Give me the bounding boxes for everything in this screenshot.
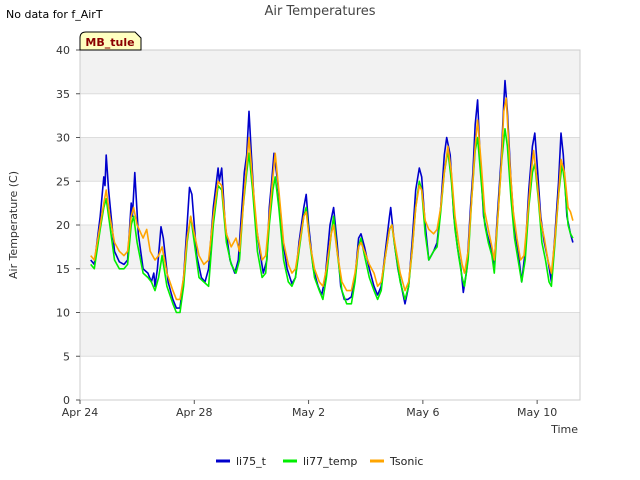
y-tick-label: 25 — [56, 175, 70, 188]
background-band — [80, 181, 580, 225]
y-axis-ticks: 0 5 10 15 20 25 30 35 40 — [56, 44, 80, 407]
x-tick-label: Apr 24 — [62, 406, 99, 419]
station-badge-box — [79, 31, 142, 51]
series-line-tsonic — [90, 97, 574, 301]
background-band — [80, 356, 580, 400]
y-tick-label: 10 — [56, 307, 70, 320]
station-badge-label: MB_tule — [85, 36, 134, 49]
chart-title: Air Temperatures — [264, 4, 375, 19]
x-tick-label: May 10 — [517, 406, 557, 419]
y-tick-label: 15 — [56, 263, 70, 276]
y-axis-label: Air Temperature (C) — [7, 171, 20, 279]
background-band — [80, 137, 580, 182]
background-band — [80, 50, 580, 94]
y-tick-label: 35 — [56, 88, 70, 101]
legend-label: li75_t — [236, 455, 267, 468]
background-band — [80, 268, 580, 313]
x-tick-label: May 6 — [406, 406, 439, 419]
y-tick-label: 0 — [63, 394, 70, 407]
station-badge: MB_tule — [79, 31, 142, 51]
x-axis-ticks: Apr 24 Apr 28 May 2 May 6 May 10 — [62, 400, 557, 419]
no-data-note: No data for f_AirT — [6, 8, 103, 21]
background-band — [80, 93, 580, 138]
x-tick-label: Apr 28 — [176, 406, 213, 419]
y-tick-label: 20 — [56, 219, 70, 232]
series-lines — [90, 79, 574, 314]
legend-label: li77_temp — [303, 455, 357, 468]
series-line-li77-temp — [90, 128, 574, 314]
y-tick-label: 40 — [56, 44, 70, 57]
x-tick-label: May 2 — [292, 406, 325, 419]
legend: li75_t li77_temp Tsonic — [216, 455, 423, 468]
x-axis-label: Time — [550, 423, 578, 436]
legend-label: Tsonic — [389, 455, 423, 468]
y-tick-label: 5 — [63, 350, 70, 363]
background-band — [80, 312, 580, 357]
y-tick-label: 30 — [56, 132, 70, 145]
